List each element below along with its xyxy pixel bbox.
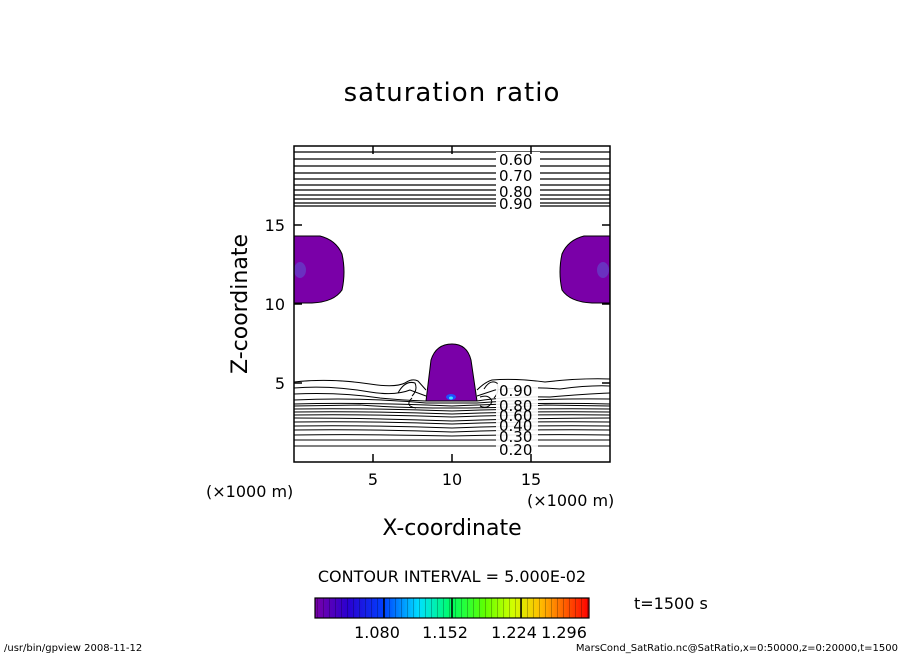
contour-interval-label: CONTOUR INTERVAL = 5.000E-02 [318, 567, 586, 586]
y-tick-label: 10 [265, 295, 285, 314]
contour-label: 0.40 [499, 417, 532, 435]
x-tick-label: 5 [368, 470, 378, 489]
region-right-edge-core [597, 262, 609, 278]
time-label: t=1500 s [634, 594, 708, 613]
contour-label: 0.20 [499, 441, 532, 459]
contour-label: 0.80 [499, 397, 532, 415]
contour-label: 0.90 [499, 195, 532, 213]
x-axis: 5 10 15 (×1000 m) X-coordinate [206, 146, 541, 541]
x-tick-label: 10 [442, 470, 462, 489]
colorbar-tick-label: 1.152 [422, 623, 468, 642]
x-unit-label: (×1000 m) [206, 482, 293, 501]
y-unit-label: (×1000 m) [527, 491, 614, 510]
contour-labels-lower: 0.90 0.80 0.60 0.40 0.30 0.20 [496, 382, 538, 459]
region-left-edge-core [294, 262, 306, 278]
footer-source: MarsCond_SatRatio.nc@SatRatio,x=0:50000,… [576, 643, 898, 654]
x-tick-label: 15 [521, 470, 541, 489]
colorbar-tick-label: 1.080 [354, 623, 400, 642]
lower-contours [293, 378, 611, 447]
y-tick-label: 15 [265, 216, 285, 235]
contour-label: 0.70 [499, 167, 532, 185]
colorbar-tick-label: 1.224 [491, 623, 537, 642]
contour-label: 0.90 [499, 382, 532, 400]
colorbar: 1.080 1.152 1.224 1.296 [314, 597, 590, 642]
y-axis: 5 10 15 (×1000 m) Z-coordinate [228, 216, 614, 510]
region-left-edge [293, 235, 345, 304]
y-tick-label: 5 [275, 374, 285, 393]
contour-label: 0.60 [499, 151, 532, 169]
region-center-plume [425, 343, 478, 402]
chart-title: saturation ratio [344, 78, 561, 108]
footer-program: /usr/bin/gpview 2008-11-12 [4, 643, 142, 654]
y-axis-title: Z-coordinate [228, 234, 253, 374]
upper-contours [294, 151, 610, 207]
colorbar-tick-label: 1.296 [541, 623, 587, 642]
contour-label: 0.80 [499, 183, 532, 201]
plume-core-cyan [449, 396, 453, 400]
contour-label: 0.60 [499, 407, 532, 425]
x-axis-title: X-coordinate [382, 516, 521, 541]
region-right-edge [559, 235, 611, 304]
contour-label: 0.30 [499, 428, 532, 446]
plot-area: 0.60 0.70 0.80 0.90 0.90 0.80 0.60 0.40 … [293, 145, 611, 463]
contour-labels-upper: 0.60 0.70 0.80 0.90 [496, 151, 540, 213]
